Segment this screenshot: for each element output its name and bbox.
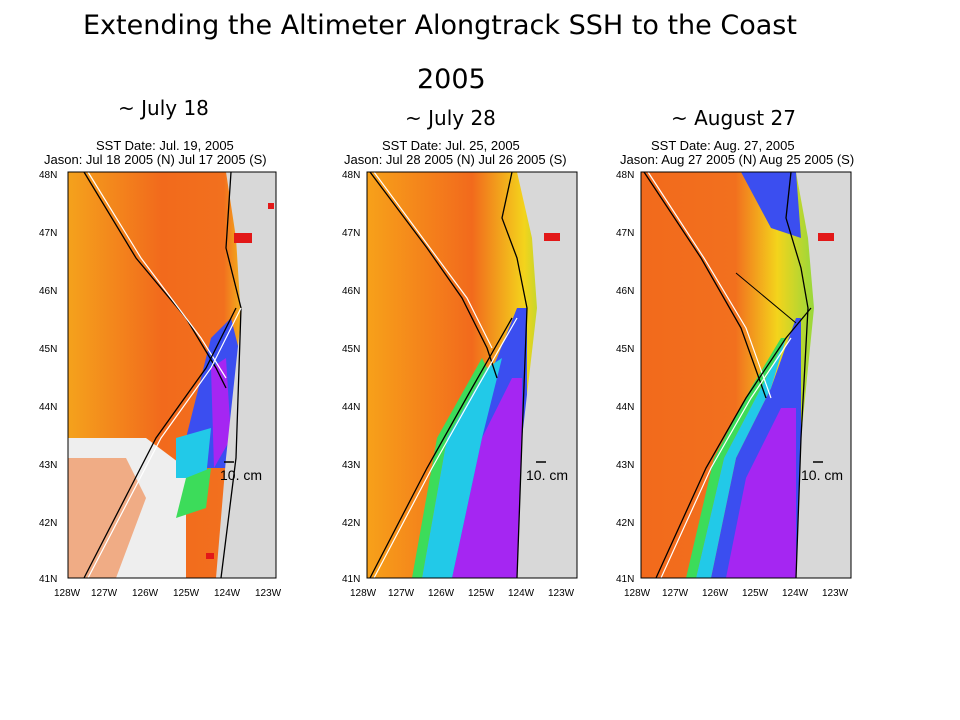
sst-date-text: SST Date: Jul. 19, 2005 — [96, 138, 234, 153]
svg-text:44N: 44N — [616, 402, 634, 413]
svg-text:126W: 126W — [132, 588, 159, 599]
svg-text:46N: 46N — [342, 286, 360, 297]
svg-text:43N: 43N — [39, 460, 57, 471]
lon-axis: 128W 127W 126W 125W 124W 123W — [624, 588, 849, 599]
svg-text:43N: 43N — [616, 460, 634, 471]
svg-text:125W: 125W — [468, 588, 495, 599]
lon-axis: 128W 127W 126W 125W 124W 123W — [350, 588, 575, 599]
sst-map-panel-1: SST Date: Jul. 19, 2005 Jason: Jul 18 20… — [36, 138, 316, 608]
svg-text:46N: 46N — [616, 286, 634, 297]
svg-text:47N: 47N — [342, 228, 360, 239]
map-area — [366, 171, 578, 579]
svg-text:127W: 127W — [662, 588, 689, 599]
svg-text:46N: 46N — [39, 286, 57, 297]
lat-axis: 48N 47N 46N 45N 44N 43N 42N 41N — [342, 170, 360, 585]
panel-label-august-27: ~ August 27 — [671, 106, 796, 130]
svg-text:42N: 42N — [342, 518, 360, 529]
jason-date-text: Jason: Jul 18 2005 (N) Jul 17 2005 (S) — [44, 152, 267, 167]
scale-bar: 10. cm — [526, 461, 568, 483]
sst-date-text: SST Date: Jul. 25, 2005 — [382, 138, 520, 153]
svg-text:47N: 47N — [616, 228, 634, 239]
svg-text:48N: 48N — [616, 170, 634, 181]
svg-text:42N: 42N — [616, 518, 634, 529]
svg-text:42N: 42N — [39, 518, 57, 529]
svg-text:44N: 44N — [39, 402, 57, 413]
svg-text:125W: 125W — [173, 588, 200, 599]
svg-text:128W: 128W — [624, 588, 651, 599]
sst-map-panel-3: SST Date: Aug. 27, 2005 Jason: Aug 27 20… — [596, 138, 876, 608]
svg-text:47N: 47N — [39, 228, 57, 239]
svg-text:45N: 45N — [342, 344, 360, 355]
svg-text:41N: 41N — [616, 574, 634, 585]
svg-text:45N: 45N — [39, 344, 57, 355]
svg-text:124W: 124W — [782, 588, 809, 599]
svg-text:123W: 123W — [822, 588, 849, 599]
page-title: Extending the Altimeter Alongtrack SSH t… — [83, 10, 797, 41]
sst-date-text: SST Date: Aug. 27, 2005 — [651, 138, 795, 153]
svg-text:126W: 126W — [428, 588, 455, 599]
jason-date-text: Jason: Aug 27 2005 (N) Aug 25 2005 (S) — [620, 152, 854, 167]
svg-text:126W: 126W — [702, 588, 729, 599]
year-heading: 2005 — [417, 64, 486, 95]
scale-label: 10. cm — [526, 467, 568, 483]
scale-label: 10. cm — [220, 467, 262, 483]
map-area — [640, 171, 852, 579]
lon-axis: 128W 127W 126W 125W 124W 123W — [54, 588, 282, 599]
scale-bar: 10. cm — [801, 461, 843, 483]
panel-label-july-28: ~ July 28 — [405, 106, 496, 130]
svg-text:123W: 123W — [548, 588, 575, 599]
scale-bar: 10. cm — [220, 461, 262, 483]
sst-map-panel-2: SST Date: Jul. 25, 2005 Jason: Jul 28 20… — [322, 138, 602, 608]
svg-text:128W: 128W — [54, 588, 81, 599]
svg-text:43N: 43N — [342, 460, 360, 471]
svg-text:123W: 123W — [255, 588, 282, 599]
scale-label: 10. cm — [801, 467, 843, 483]
svg-text:124W: 124W — [508, 588, 535, 599]
map-area — [67, 171, 277, 579]
svg-text:128W: 128W — [350, 588, 377, 599]
svg-text:41N: 41N — [342, 574, 360, 585]
svg-text:41N: 41N — [39, 574, 57, 585]
svg-text:124W: 124W — [214, 588, 241, 599]
svg-text:48N: 48N — [342, 170, 360, 181]
jason-date-text: Jason: Jul 28 2005 (N) Jul 26 2005 (S) — [344, 152, 567, 167]
svg-text:127W: 127W — [91, 588, 118, 599]
lat-axis: 48N 47N 46N 45N 44N 43N 42N 41N — [616, 170, 634, 585]
svg-text:127W: 127W — [388, 588, 415, 599]
svg-text:48N: 48N — [39, 170, 57, 181]
svg-text:44N: 44N — [342, 402, 360, 413]
svg-text:45N: 45N — [616, 344, 634, 355]
panel-label-july-18: ~ July 18 — [118, 96, 209, 120]
lat-axis: 48N 47N 46N 45N 44N 43N 42N 41N — [39, 170, 57, 585]
svg-text:125W: 125W — [742, 588, 769, 599]
